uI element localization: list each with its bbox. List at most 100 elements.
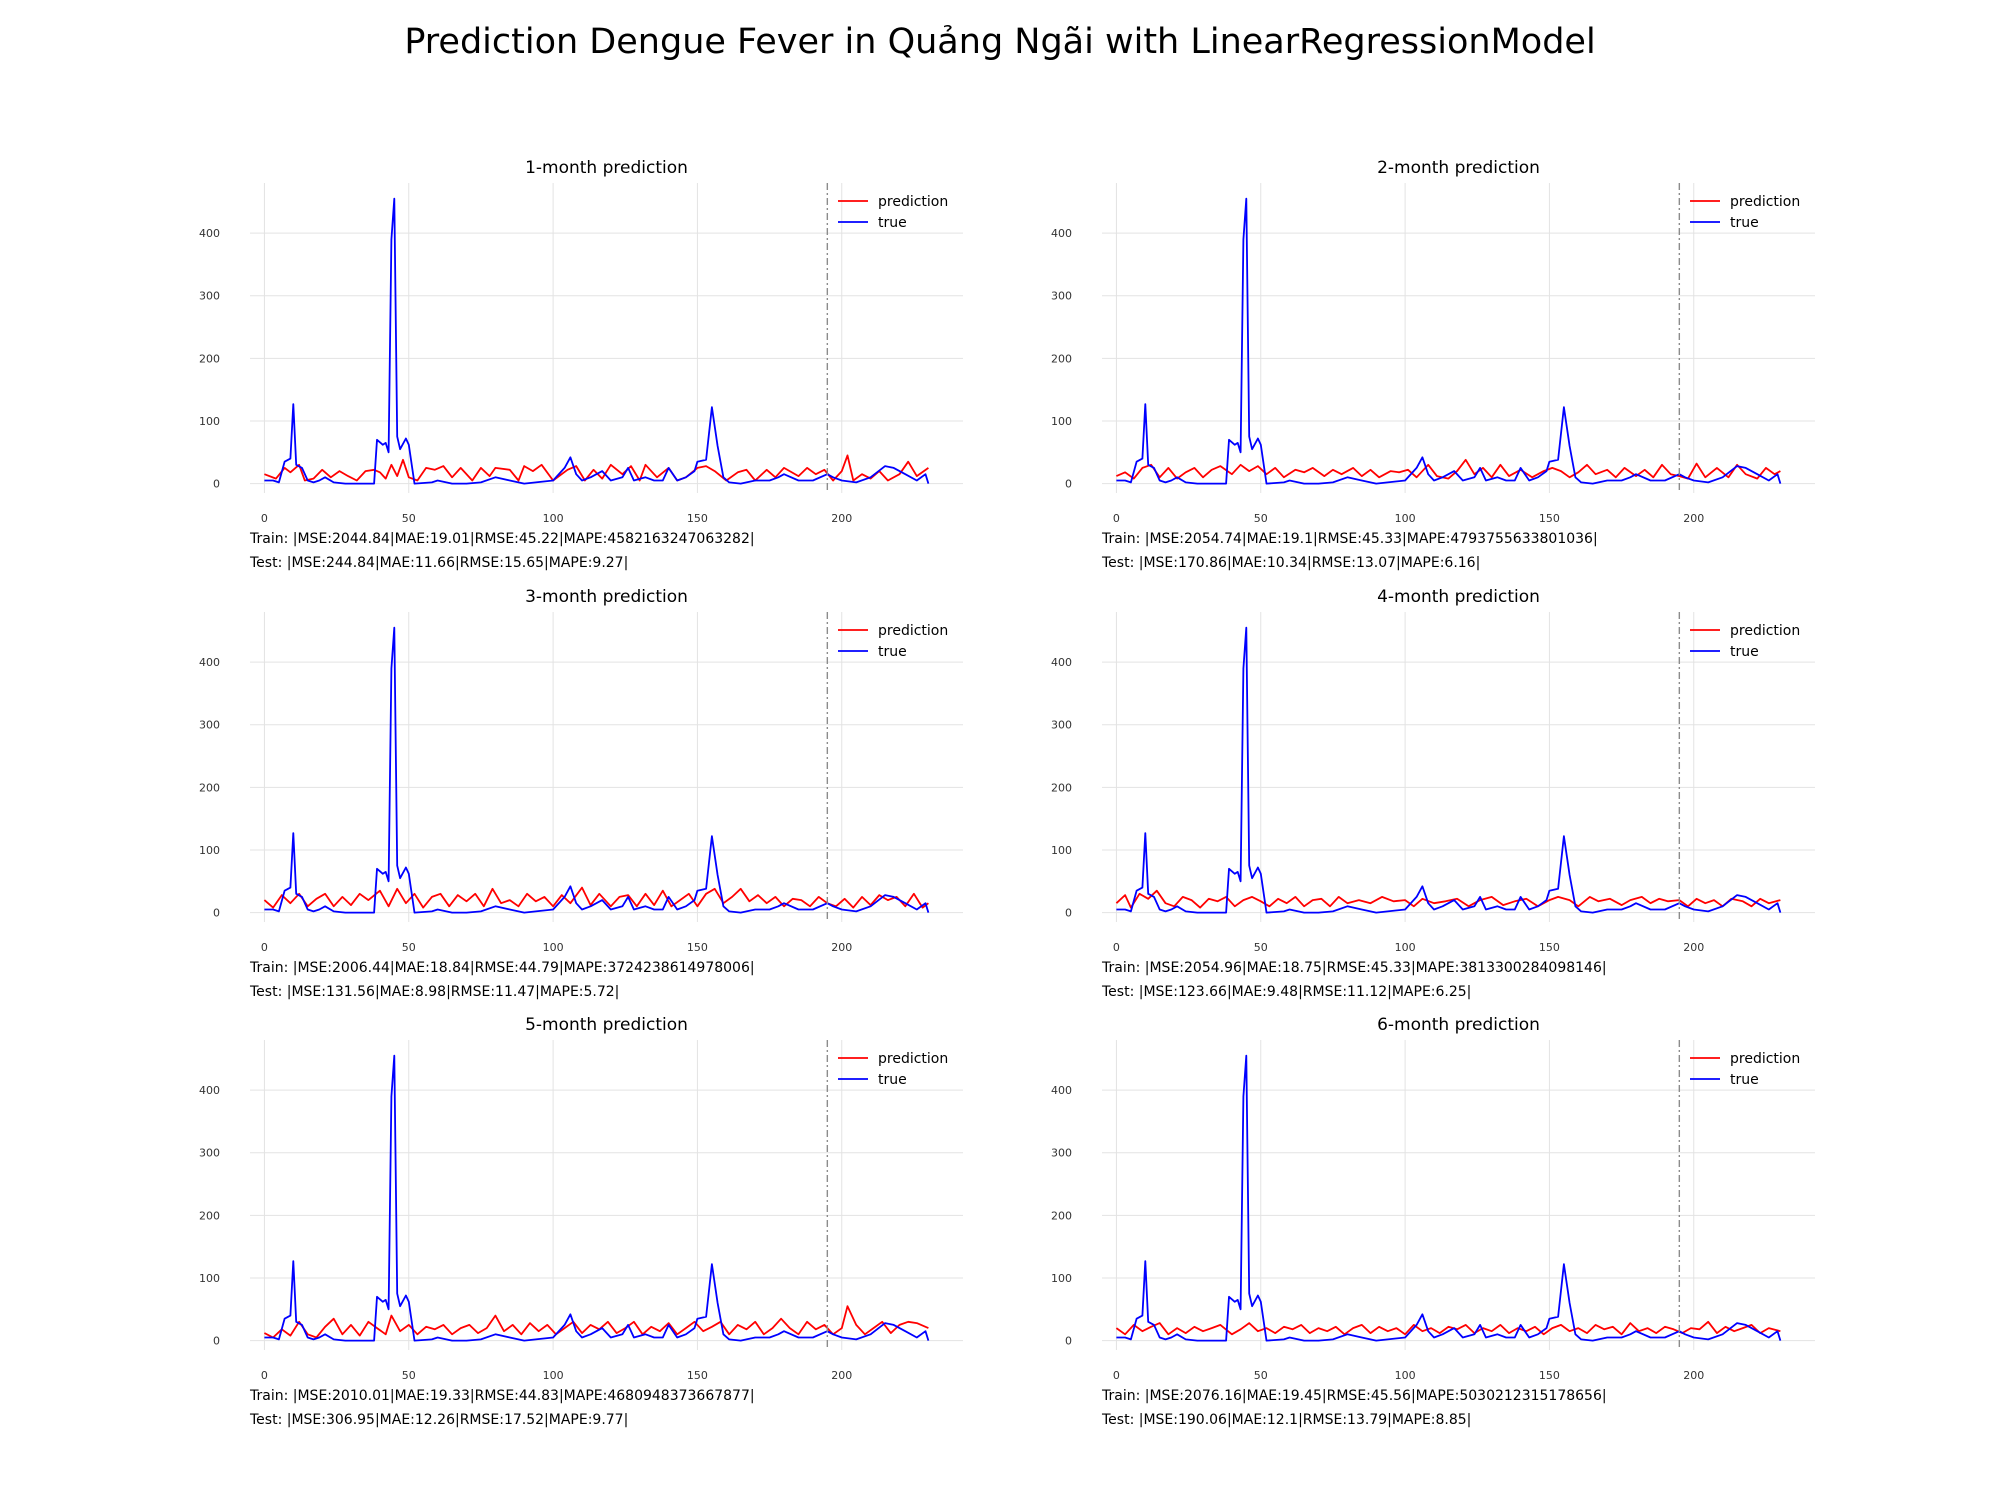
- test-metrics: Test: |MSE:123.66|MAE:9.48|RMSE:11.12|MA…: [1101, 984, 1471, 1000]
- subplot-1: 0 100 200 300 400 0 50 100 150 200 1-month predict…: [199, 158, 963, 571]
- y-tick-label: 200: [199, 781, 220, 794]
- subplot-title: 5-month prediction: [525, 1015, 688, 1035]
- y-tick-label: 300: [199, 1147, 220, 1160]
- subplot-title: 2-month prediction: [1377, 158, 1540, 178]
- x-tick-label: 150: [687, 512, 708, 525]
- legend-label-prediction: prediction: [878, 1051, 948, 1067]
- train-metrics: Train: |MSE:2010.01|MAE:19.33|RMSE:44.83…: [249, 1388, 755, 1404]
- x-tick-label: 50: [402, 941, 416, 954]
- x-tick-label: 0: [1113, 512, 1120, 525]
- x-tick-label: 200: [1683, 1369, 1704, 1382]
- y-tick-label: 100: [1051, 844, 1072, 857]
- y-tick-label: 0: [213, 907, 220, 920]
- test-metrics: Test: |MSE:131.56|MAE:8.98|RMSE:11.47|MA…: [249, 984, 619, 1000]
- y-tick-label: 300: [199, 719, 220, 732]
- legend-label-prediction: prediction: [1730, 1051, 1800, 1067]
- subplot-title: 4-month prediction: [1377, 587, 1540, 607]
- y-tick-label: 300: [1051, 290, 1072, 303]
- y-tick-label: 100: [1051, 1272, 1072, 1285]
- test-metrics: Test: |MSE:244.84|MAE:11.66|RMSE:15.65|M…: [249, 555, 628, 571]
- y-tick-label: 100: [199, 415, 220, 428]
- series-true-line: [1116, 626, 1782, 914]
- series-prediction-line: [1115, 1320, 1781, 1336]
- subplot-5: 0 100 200 300 400 0 50 100 150 200 5-month predict…: [199, 1015, 963, 1428]
- x-tick-label: 150: [687, 941, 708, 954]
- legend-label-true: true: [1730, 1072, 1759, 1088]
- y-tick-label: 0: [1065, 1335, 1072, 1348]
- x-tick-label: 100: [1395, 1369, 1416, 1382]
- train-metrics: Train: |MSE:2054.96|MAE:18.75|RMSE:45.33…: [1101, 960, 1607, 976]
- y-tick-label: 400: [199, 1084, 220, 1097]
- x-tick-label: 200: [1683, 512, 1704, 525]
- x-tick-label: 200: [831, 512, 852, 525]
- y-tick-label: 300: [1051, 719, 1072, 732]
- y-tick-label: 200: [1051, 781, 1072, 794]
- series-prediction-line: [264, 454, 929, 482]
- y-tick-label: 300: [1051, 1147, 1072, 1160]
- x-tick-label: 50: [1254, 941, 1268, 954]
- x-tick-label: 50: [402, 1369, 416, 1382]
- x-tick-label: 50: [1254, 512, 1268, 525]
- legend-label-true: true: [1730, 644, 1759, 660]
- y-tick-label: 400: [1051, 227, 1072, 240]
- train-metrics: Train: |MSE:2044.84|MAE:19.01|RMSE:45.22…: [249, 531, 755, 547]
- x-tick-label: 100: [543, 512, 564, 525]
- y-tick-label: 400: [199, 227, 220, 240]
- y-tick-label: 200: [1051, 1209, 1072, 1222]
- legend-label-true: true: [1730, 215, 1759, 231]
- y-tick-label: 200: [199, 1209, 220, 1222]
- series-prediction-line: [1115, 889, 1781, 909]
- x-tick-label: 0: [261, 512, 268, 525]
- subplot-2: 0 100 200 300 400 0 50 100 150 200 2-month predict…: [1051, 158, 1815, 571]
- series-true-line: [1116, 197, 1782, 485]
- legend-label-prediction: prediction: [878, 194, 948, 210]
- series-prediction-line: [1116, 458, 1781, 480]
- legend-label-prediction: prediction: [1730, 623, 1800, 639]
- legend-label-true: true: [878, 1072, 907, 1088]
- subplot-title: 3-month prediction: [525, 587, 688, 607]
- y-tick-label: 100: [199, 1272, 220, 1285]
- test-metrics: Test: |MSE:306.95|MAE:12.26|RMSE:17.52|M…: [249, 1412, 628, 1428]
- y-tick-label: 0: [1065, 478, 1072, 491]
- x-tick-label: 0: [1113, 1369, 1120, 1382]
- x-tick-label: 150: [1539, 941, 1560, 954]
- test-metrics: Test: |MSE:190.06|MAE:12.1|RMSE:13.79|MA…: [1101, 1412, 1471, 1428]
- y-tick-label: 200: [1051, 352, 1072, 365]
- y-tick-label: 300: [199, 290, 220, 303]
- x-tick-label: 0: [261, 941, 268, 954]
- x-tick-label: 100: [1395, 512, 1416, 525]
- x-tick-label: 200: [831, 941, 852, 954]
- series-true-line: [264, 626, 930, 914]
- x-tick-label: 200: [1683, 941, 1704, 954]
- y-tick-label: 400: [1051, 656, 1072, 669]
- x-tick-label: 50: [402, 512, 416, 525]
- train-metrics: Train: |MSE:2006.44|MAE:18.84|RMSE:44.79…: [249, 960, 755, 976]
- series-true-line: [1116, 1054, 1782, 1342]
- figure-title: Prediction Dengue Fever in Quảng Ngãi wi…: [404, 22, 1596, 62]
- test-metrics: Test: |MSE:170.86|MAE:10.34|RMSE:13.07|M…: [1101, 555, 1480, 571]
- x-tick-label: 50: [1254, 1369, 1268, 1382]
- y-tick-label: 200: [199, 352, 220, 365]
- x-tick-label: 150: [687, 1369, 708, 1382]
- x-tick-label: 200: [831, 1369, 852, 1382]
- train-metrics: Train: |MSE:2054.74|MAE:19.1|RMSE:45.33|…: [1101, 531, 1598, 547]
- y-tick-label: 400: [1051, 1084, 1072, 1097]
- y-tick-label: 0: [213, 1335, 220, 1348]
- legend-label-true: true: [878, 215, 907, 231]
- subplot-3: 0 100 200 300 400 0 50 100 150 200 3-month predict…: [199, 587, 963, 1000]
- x-tick-label: 0: [261, 1369, 268, 1382]
- x-tick-label: 100: [1395, 941, 1416, 954]
- legend-label-prediction: prediction: [878, 623, 948, 639]
- subplot-title: 6-month prediction: [1377, 1015, 1540, 1035]
- legend-label-true: true: [878, 644, 907, 660]
- subplot-6: 0 100 200 300 400 0 50 100 150 200 6-month predict…: [1051, 1015, 1815, 1428]
- train-metrics: Train: |MSE:2076.16|MAE:19.45|RMSE:45.56…: [1101, 1388, 1607, 1404]
- series-true-line: [264, 1054, 930, 1342]
- x-tick-label: 150: [1539, 1369, 1560, 1382]
- legend-label-prediction: prediction: [1730, 194, 1800, 210]
- x-tick-label: 100: [543, 941, 564, 954]
- subplot-4: 0 100 200 300 400 0 50 100 150 200 4-month predict…: [1051, 587, 1815, 1000]
- series-true-line: [264, 197, 930, 485]
